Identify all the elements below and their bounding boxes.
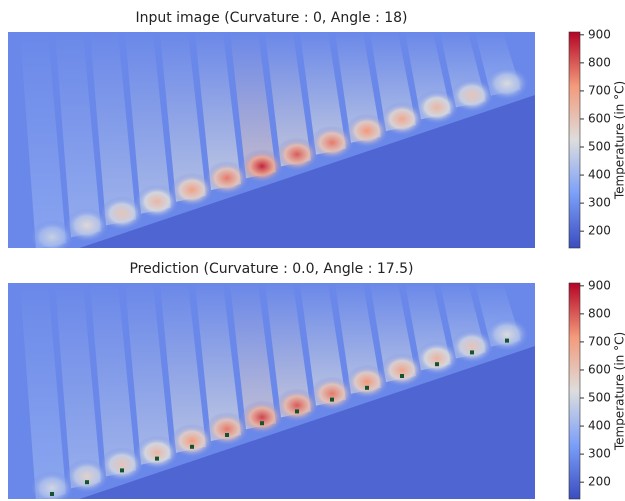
heat-streak [195,32,241,190]
hotspot [275,388,319,423]
predicted-marker [295,409,299,414]
colorbar-tick-label: 800 [588,306,611,320]
hotspot [30,471,74,499]
colorbar [568,282,581,500]
colorbar-tick-label: 700 [588,334,611,348]
hotspot [380,102,424,136]
heat-streak [125,32,171,214]
panel-title: Input image (Curvature : 0, Angle : 18) [135,10,407,26]
predicted-marker [120,468,124,473]
cold-region [8,346,535,499]
colorbar-tick-label: 300 [588,196,611,210]
colorbar-tick-label: 200 [588,224,611,238]
predicted-marker [470,350,474,355]
predicted-marker [435,362,439,367]
predicted-marker [50,492,54,496]
colorbar-tick-label: 700 [588,83,611,97]
heat-streak [20,32,66,248]
colorbar-tick-label: 400 [588,168,611,182]
hotspot [135,184,179,219]
hotspot [100,196,144,231]
predicted-marker [330,397,334,402]
heat-streak [125,283,171,465]
heat-streak [230,32,276,179]
hotspot [310,376,354,411]
heat-streak [265,32,311,167]
colorbar-label: Temperature (in °C) [613,332,625,451]
heat-streak [195,283,241,441]
heat-streak [160,32,206,202]
colorbar-tick-label: 600 [588,111,611,125]
hotspot [170,423,214,458]
heat-streak [20,283,66,499]
heat-streak [55,283,101,489]
colorbar-tick-label: 900 [588,278,611,292]
hotspot [100,447,144,482]
hotspot [275,137,319,172]
hotspot [135,435,179,470]
heatmap [8,32,535,248]
predicted-marker [155,456,159,461]
colorbar-tick-label: 300 [588,447,611,461]
hotspot [205,161,249,195]
hotspot [415,341,459,376]
hotspot [310,125,354,160]
hotspot [380,353,424,387]
colorbar-tick-label: 900 [588,27,611,41]
hotspot [345,364,389,399]
heat-streak [230,283,276,430]
predicted-marker [225,433,229,437]
colorbar-tick-label: 800 [588,55,611,69]
hotspot [485,317,529,352]
hotspot [170,172,214,207]
heatmap [8,283,535,499]
heat-streak [300,283,346,406]
heat-streak [160,283,206,453]
hotspot [450,78,494,113]
panel-title: Prediction (Curvature : 0.0, Angle : 17.… [129,261,413,277]
heat-streak [55,32,101,238]
colorbar-tick-label: 400 [588,419,611,433]
hotspot [30,220,74,248]
predicted-marker [260,421,264,426]
predicted-marker [400,374,404,378]
cold-region [8,95,535,248]
hotspot [415,90,459,125]
heat-streak [300,32,346,155]
hotspot [65,208,109,243]
hotspot [65,459,109,494]
hotspot [240,149,284,184]
colorbar-tick-label: 500 [588,391,611,405]
predicted-marker [365,385,369,390]
heat-streak [265,283,311,418]
predicted-marker [190,444,194,449]
heat-streak [90,283,136,477]
hotspot [345,113,389,148]
colorbar [568,31,581,249]
predicted-marker [505,338,509,343]
hotspot [485,66,529,101]
hotspot [240,400,284,435]
hotspot [450,329,494,364]
hotspot [205,412,249,446]
colorbar-label: Temperature (in °C) [613,81,625,200]
heat-streak [90,32,136,226]
colorbar-tick-label: 600 [588,362,611,376]
colorbar-tick-label: 200 [588,475,611,489]
predicted-marker [85,480,89,485]
colorbar-tick-label: 500 [588,140,611,154]
